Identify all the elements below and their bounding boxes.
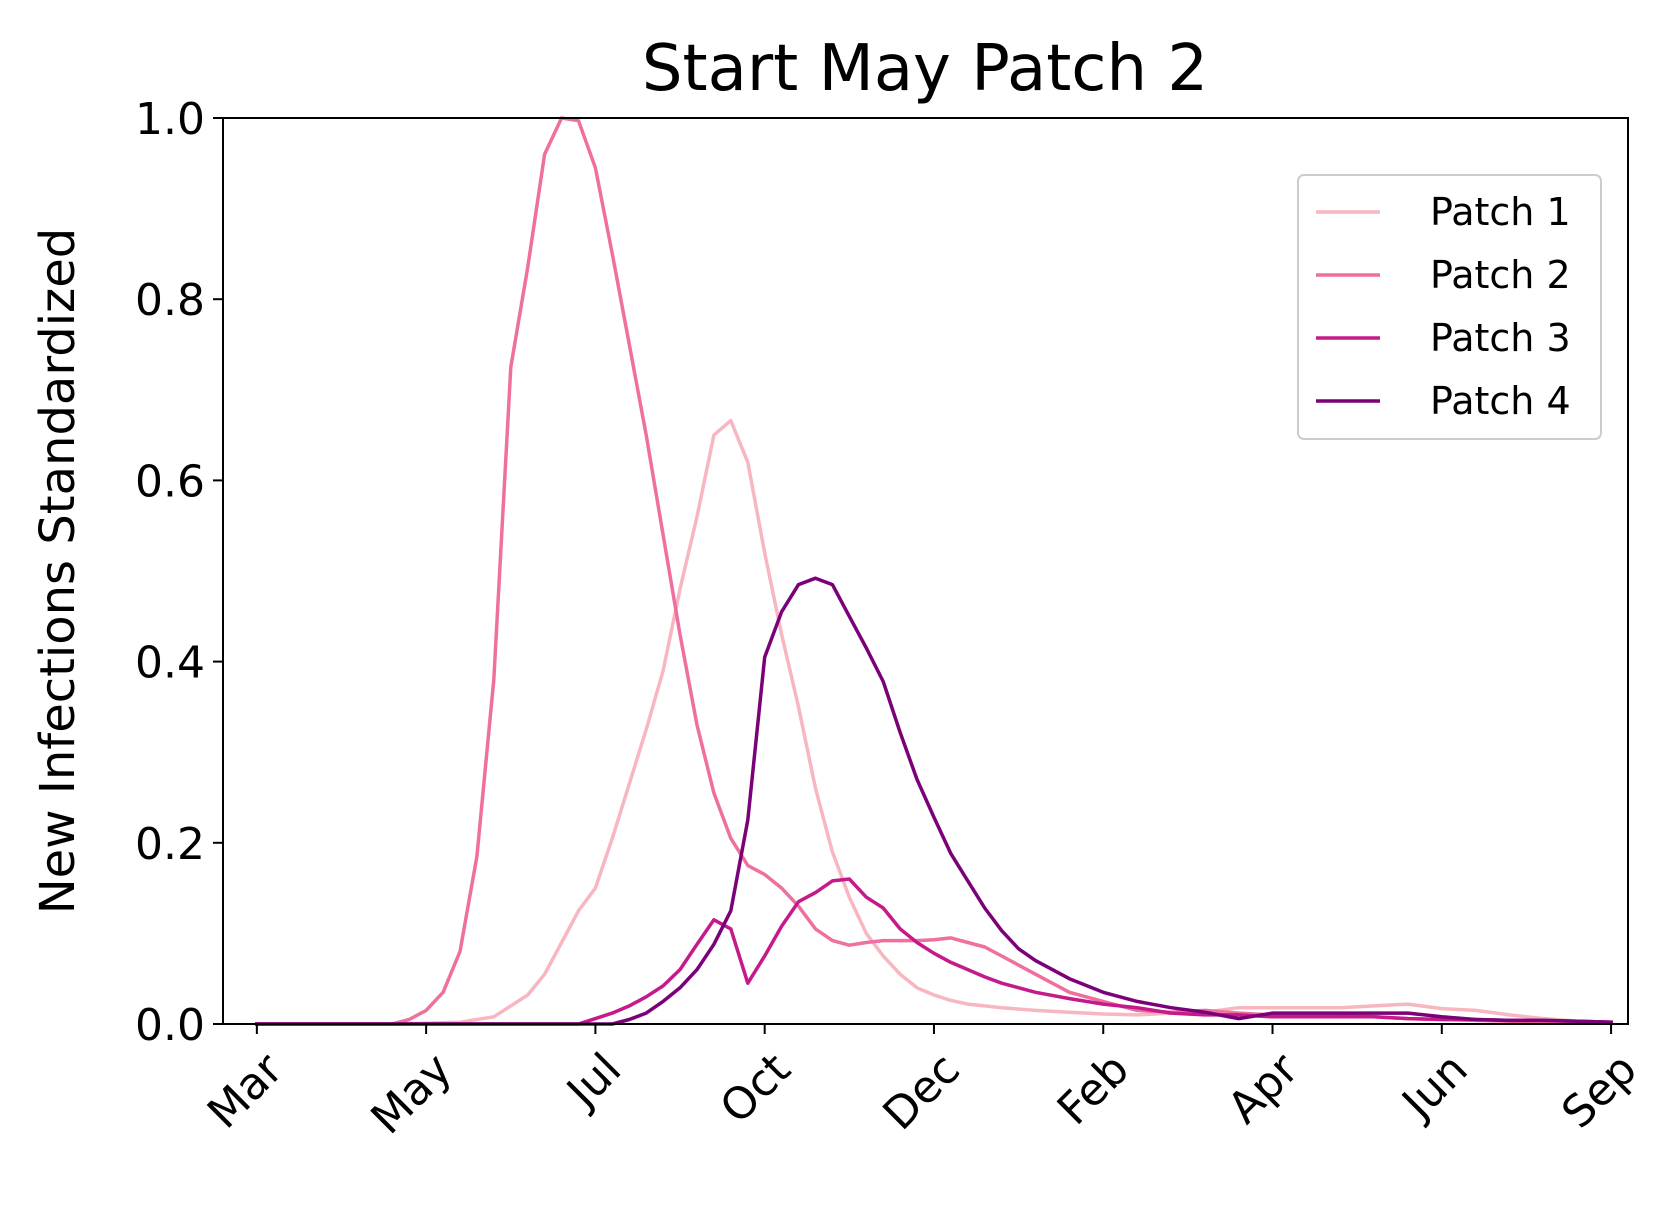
chart-title: Start May Patch 2 [642, 32, 1208, 106]
y-axis-ticks: 0.0 0.2 0.4 0.6 0.8 1.0 [135, 94, 223, 1051]
y-axis-label: New Infections Standardized [30, 228, 86, 914]
legend-label-4: Patch 4 [1430, 379, 1571, 423]
series-line-3 [255, 877, 1613, 1026]
series-line-4 [255, 576, 1613, 1026]
plot-frame [222, 117, 1629, 1025]
series-line-1 [255, 418, 1613, 1026]
legend: Patch 1 Patch 2 Patch 3 Patch 4 [1297, 174, 1602, 440]
series-line-2 [255, 116, 1613, 1026]
legend-box [1297, 174, 1602, 440]
y-tick-label: 0.4 [135, 638, 205, 689]
y-tick-label: 0.2 [135, 819, 205, 870]
legend-label-2: Patch 2 [1430, 253, 1571, 297]
legend-label-1: Patch 1 [1430, 190, 1571, 234]
y-tick-label: 1.0 [135, 94, 205, 145]
series-layer [255, 116, 1613, 1026]
legend-label-3: Patch 3 [1430, 316, 1571, 360]
y-tick-label: 0.8 [135, 275, 205, 326]
y-tick-label: 0.0 [135, 1000, 205, 1051]
y-tick-label: 0.6 [135, 456, 205, 507]
